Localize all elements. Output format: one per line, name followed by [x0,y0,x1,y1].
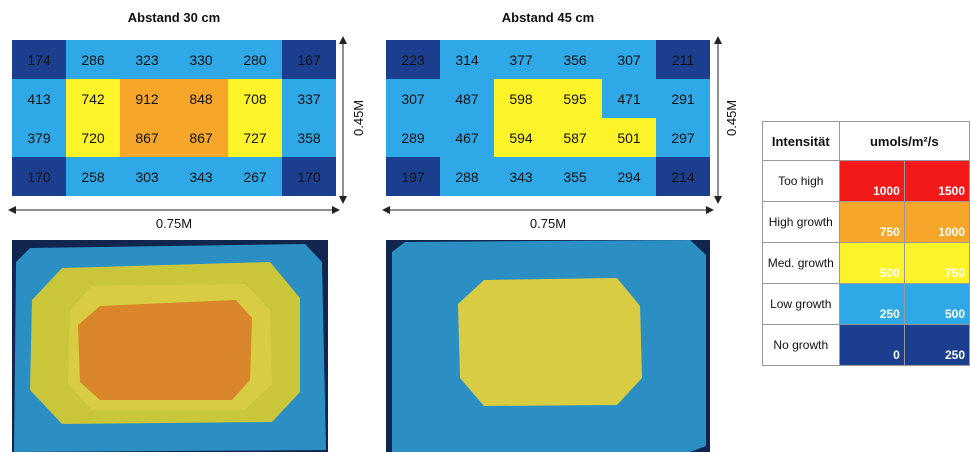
heatmap-cell: 170 [12,157,66,196]
heatmap-cell: 467 [440,118,494,157]
heatmap-cell: 358 [282,118,336,157]
legend-header-row: Intensität umols/m²/s [762,121,970,161]
heatmap-cell: 356 [548,40,602,79]
heatmap-cell: 280 [228,40,282,79]
heatmap-cell: 330 [174,40,228,79]
heatmap-cell: 413 [12,79,66,118]
heatmap-cell: 267 [228,157,282,196]
heatmap-cell: 288 [440,157,494,196]
legend-header-unit: umols/m²/s [838,121,970,161]
legend-range-high: 750 [903,242,970,284]
legend-row-label: Med. growth [762,242,840,284]
heatmap-cell: 598 [494,79,548,118]
heatmap-cell: 314 [440,40,494,79]
heatmap-cell: 867 [174,118,228,157]
intensity-legend: Intensität umols/m²/s Too high 1000 1500 Hi… [762,121,970,366]
heatmap-cell: 720 [66,118,120,157]
legend-range-high: 1000 [903,201,970,243]
heatmap-cell: 223 [386,40,440,79]
legend-row-label: High growth [762,201,840,243]
heatmap-cell: 867 [120,118,174,157]
legend-range-high: 1500 [903,160,970,202]
heatmap-cell: 912 [120,79,174,118]
legend-range-low: 1000 [838,160,905,202]
heatmap-cell: 294 [602,157,656,196]
heatmap-cell: 258 [66,157,120,196]
heatmap-cell: 587 [548,118,602,157]
heatmap-cell: 471 [602,79,656,118]
legend-row-label: No growth [762,324,840,366]
heatmap-cell: 594 [494,118,548,157]
legend-row: Low growth 250 500 [762,283,970,325]
chart2-heatmap-grid: 223 314 377 356 307 211 307 487 598 595 471 291 289 4… [386,40,710,196]
chart2-contour-plot [386,240,710,452]
heatmap-cell: 343 [174,157,228,196]
heatmap-cell: 337 [282,79,336,118]
chart2-title: Abstand 45 cm [501,10,595,25]
legend-range-high: 250 [903,324,970,366]
heatmap-cell: 297 [656,118,710,157]
heatmap-cell: 501 [602,118,656,157]
heatmap-cell: 708 [228,79,282,118]
legend-range-low: 250 [838,283,905,325]
heatmap-cell: 303 [120,157,174,196]
legend-range-low: 0 [838,324,905,366]
legend-header-label: Intensität [762,121,840,161]
heatmap-cell: 291 [656,79,710,118]
heatmap-cell: 379 [12,118,66,157]
heatmap-cell: 167 [282,40,336,79]
heatmap-cell: 595 [548,79,602,118]
heatmap-cell: 848 [174,79,228,118]
chart1-title: Abstand 30 cm [127,10,221,25]
legend-row: Med. growth 500 750 [762,242,970,284]
legend-range-high: 500 [903,283,970,325]
chart2-width-label: 0.75M [529,216,567,231]
chart1-contour-plot [12,240,328,452]
legend-row: High growth 750 1000 [762,201,970,243]
heatmap-cell: 211 [656,40,710,79]
heatmap-cell: 323 [120,40,174,79]
heatmap-cell: 343 [494,157,548,196]
heatmap-cell: 727 [228,118,282,157]
heatmap-cell: 377 [494,40,548,79]
heatmap-cell: 307 [602,40,656,79]
heatmap-cell: 307 [386,79,440,118]
heatmap-cell: 197 [386,157,440,196]
legend-row-label: Too high [762,160,840,202]
heatmap-cell: 742 [66,79,120,118]
chart1-heatmap-grid: 174 286 323 330 280 167 413 742 912 848 708 337 379 7… [12,40,336,196]
legend-range-low: 500 [838,242,905,284]
heatmap-cell: 214 [656,157,710,196]
legend-range-low: 750 [838,201,905,243]
legend-row-label: Low growth [762,283,840,325]
legend-row: No growth 0 250 [762,324,970,366]
chart1-width-label: 0.75M [155,216,193,231]
heatmap-cell: 487 [440,79,494,118]
legend-row: Too high 1000 1500 [762,160,970,202]
heatmap-cell: 174 [12,40,66,79]
heatmap-cell: 289 [386,118,440,157]
heatmap-cell: 286 [66,40,120,79]
heatmap-cell: 355 [548,157,602,196]
heatmap-cell: 170 [282,157,336,196]
